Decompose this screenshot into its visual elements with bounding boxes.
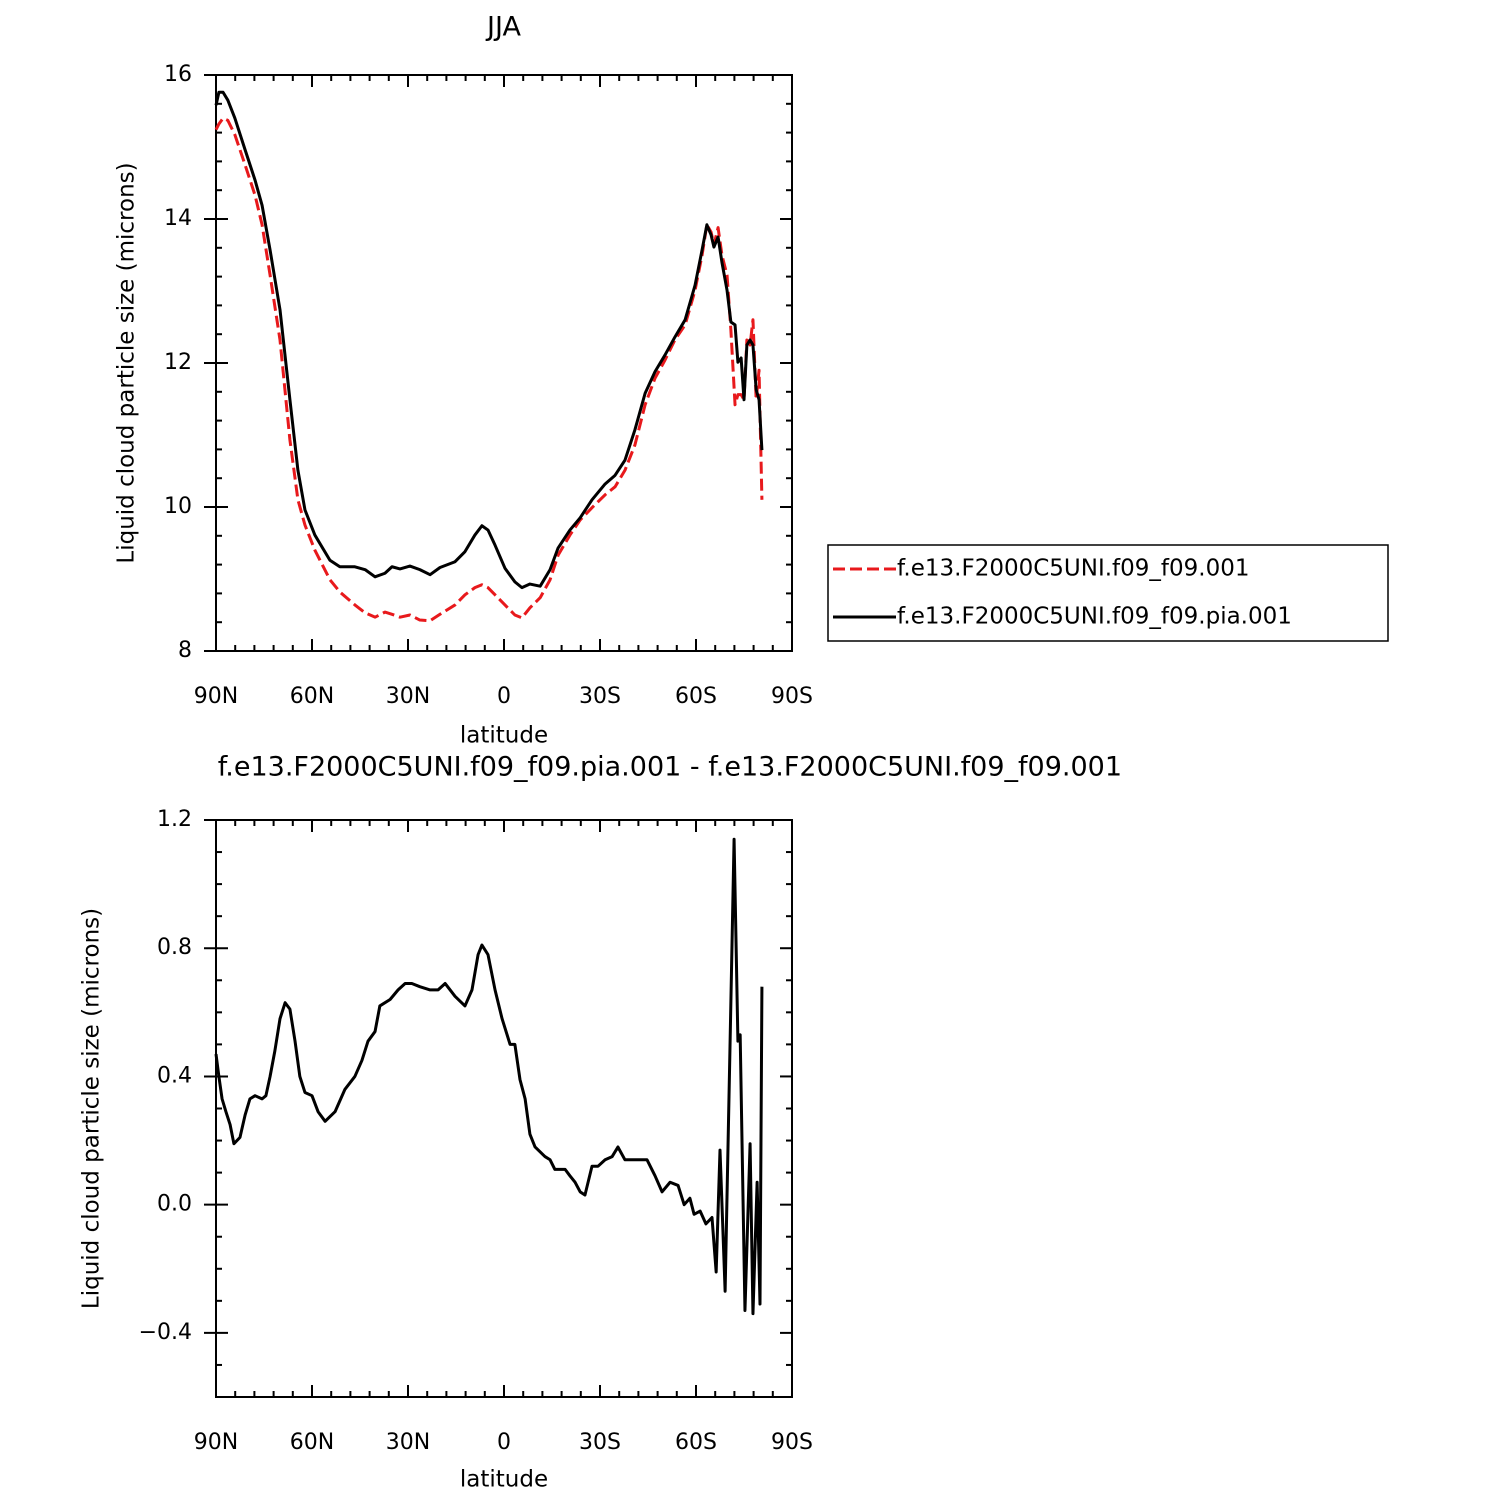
y-tick-label: 8: [178, 638, 192, 663]
plot: 90N 60N 30N 0 30S 60S 90S −0.4 0.0 0.4 0.8 1.2 f.e13…: [79, 752, 1123, 1493]
x-tick-label: 60N: [290, 1430, 334, 1455]
data-line: [214, 116, 764, 623]
x-tick-label: 60S: [675, 684, 717, 709]
data-line: [214, 837, 764, 1316]
x-tick-label: 90N: [194, 684, 238, 709]
y-tick-label: 14: [164, 206, 192, 231]
plot-frame: [215, 819, 793, 1398]
x-tick-label: 30N: [386, 1430, 430, 1455]
chart-title: f.e13.F2000C5UNI.f09_f09.pia.001 - f.e13…: [218, 752, 1122, 783]
y-tick-label: 0.4: [157, 1063, 192, 1088]
x-tick-label: 60S: [675, 1430, 717, 1455]
y-tick-label: 16: [164, 62, 192, 87]
x-tick-label: 30N: [386, 684, 430, 709]
x-tick-label: 0: [497, 684, 511, 709]
x-tick-label: 30S: [579, 684, 621, 709]
x-axis-label: latitude: [460, 723, 548, 749]
x-tick-label: 90S: [771, 1430, 813, 1455]
plot: 90N 60N 30N 0 30S 60S 90S 8 10 12 14 16 JJA latitude L…: [114, 12, 1389, 749]
y-tick-label: 1.2: [157, 807, 192, 832]
legend-label: f.e13.F2000C5UNI.f09_f09.001: [897, 556, 1250, 582]
x-tick-label: 30S: [579, 1430, 621, 1455]
chart-title: JJA: [485, 12, 521, 43]
y-tick-label: −0.4: [139, 1320, 192, 1345]
x-tick-label: 90N: [194, 1430, 238, 1455]
y-tick-label: 0.8: [157, 935, 192, 960]
y-axis-label: Liquid cloud particle size (microns): [114, 162, 140, 563]
legend: f.e13.F2000C5UNI.f09_f09.001 f.e13.F2000C…: [827, 544, 1389, 642]
legend-label: f.e13.F2000C5UNI.f09_f09.pia.001: [897, 604, 1292, 630]
y-tick-label: 10: [164, 494, 192, 519]
data-line: [214, 90, 764, 590]
x-tick-label: 90S: [771, 684, 813, 709]
x-axis-label: latitude: [460, 1467, 548, 1493]
y-tick-label: 12: [164, 350, 192, 375]
legend-box: [827, 544, 1389, 642]
x-tick-label: 60N: [290, 684, 334, 709]
x-tick-label: 0: [497, 1430, 511, 1455]
y-tick-label: 0.0: [157, 1192, 192, 1217]
y-axis-label: Liquid cloud particle size (microns): [79, 908, 105, 1309]
